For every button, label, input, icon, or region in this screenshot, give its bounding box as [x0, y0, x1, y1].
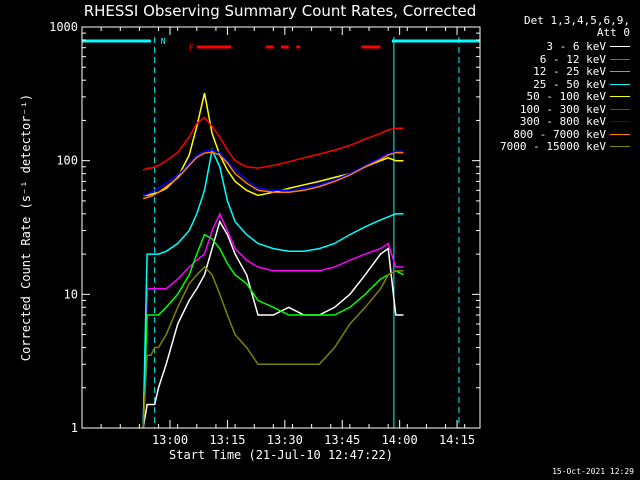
series-line-300-800-kev: [142, 149, 404, 197]
legend-entry-label: 7000 - 15000 keV: [500, 140, 606, 153]
night-flag-label: N: [161, 37, 166, 46]
legend-entry-label: 3 - 6 keV: [546, 40, 606, 53]
legend-header-line: Det 1,3,4,5,6,9,: [524, 14, 630, 27]
legend-entry: 50 - 100 keV: [527, 90, 630, 103]
legend-entry-label: 6 - 12 keV: [539, 52, 606, 66]
x-tick-label: 14:15: [439, 433, 475, 447]
x-tick-label: 13:30: [267, 433, 303, 447]
legend-swatch: [610, 121, 630, 122]
footer-timestamp: 15-Oct-2021 12:29: [552, 467, 634, 476]
series-line-12-25-kev: [142, 233, 404, 429]
series-line-50-100-kev: [143, 92, 404, 197]
x-tick-label: 13:00: [152, 433, 188, 447]
legend-swatch: [610, 83, 630, 85]
legend-swatch: [610, 46, 630, 47]
legend-entry: 7000 - 15000 keV: [500, 140, 630, 153]
series-line-3-6-kev: [142, 219, 404, 429]
flare-flag-label: F: [189, 44, 194, 54]
x-tick-label: 13:15: [209, 433, 245, 447]
legend-entry: 3 - 6 keV: [546, 40, 630, 53]
legend-swatch: [610, 146, 630, 147]
legend-entry: 25 - 50 keV: [533, 78, 630, 91]
legend-entry: 12 - 25 keV: [533, 65, 630, 78]
legend-entry-label: 300 - 800 keV: [519, 115, 606, 128]
legend-entry-label: 50 - 100 keV: [526, 90, 606, 103]
legend-entry-label: 100 - 300 keV: [519, 102, 606, 116]
legend-swatch: [610, 133, 630, 135]
y-tick-label: 10: [64, 287, 78, 301]
series-line-6-12-kev: [142, 212, 404, 429]
legend-header-line: Att 0: [596, 26, 630, 39]
plot-frame: [81, 26, 481, 429]
y-tick-label: 1: [71, 421, 78, 435]
chart-title: RHESSI Observing Summary Count Rates, Co…: [83, 2, 477, 20]
series-line-800-7000-kev: [142, 151, 404, 200]
x-axis-label: Start Time (21-Jul-10 12:47:22): [169, 448, 393, 462]
legend-entry: 100 - 300 keV: [520, 103, 630, 116]
legend-entry-label: 800 - 7000 keV: [513, 127, 606, 141]
legend-swatch: [610, 108, 630, 110]
x-tick-label: 14:00: [382, 433, 418, 447]
legend-swatch: [610, 71, 630, 72]
series-line-7000-15000-kev: [142, 265, 404, 429]
y-tick-label: 1000: [49, 20, 78, 34]
series-line-100-300-kev: [142, 116, 404, 171]
legend-entry: 800 - 7000 keV: [513, 128, 630, 141]
x-tick-label: 13:45: [324, 433, 360, 447]
y-tick-label: 100: [56, 154, 78, 168]
legend-entry-label: 25 - 50 keV: [533, 77, 606, 91]
y-axis-label: Corrected Count Rate (s⁻¹ detector⁻¹): [19, 94, 33, 361]
legend-entry: 6 - 12 keV: [540, 53, 630, 66]
series-line-25-50-kev: [142, 147, 404, 429]
legend-entry: 300 - 800 keV: [520, 115, 630, 128]
legend-swatch: [610, 96, 630, 97]
legend-entry-label: 12 - 25 keV: [533, 65, 606, 78]
legend-swatch: [610, 58, 630, 60]
